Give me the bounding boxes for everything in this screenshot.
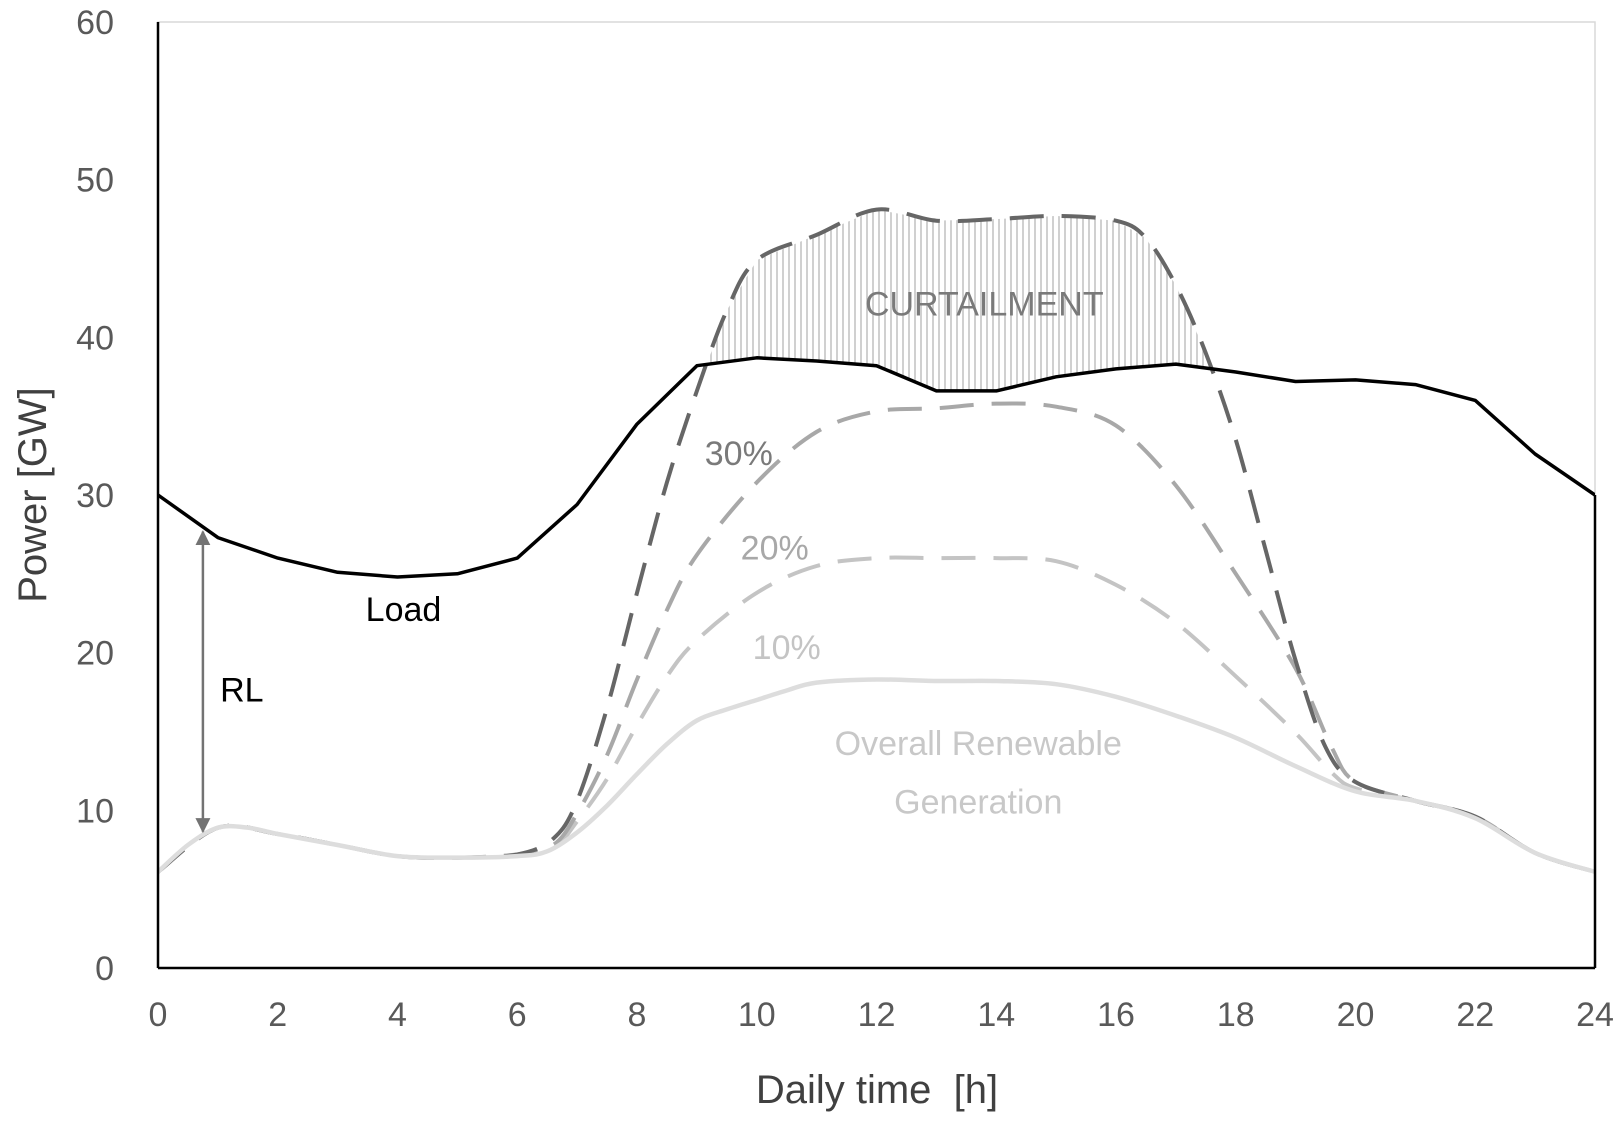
y-axis-title: Power [GW] [11, 387, 55, 603]
y-tick-label: 10 [76, 792, 114, 830]
series-ren-20-line [158, 401, 1595, 874]
load-label: Load [366, 591, 442, 629]
curtailment-area [708, 209, 1206, 391]
pct-30-label: 30% [705, 435, 773, 473]
x-tick-label: 10 [738, 996, 776, 1034]
x-axis-title: Daily time [h] [756, 1068, 998, 1112]
x-tick-label: 14 [977, 996, 1015, 1034]
series-renewable-line [158, 677, 1595, 874]
x-tick-label: 24 [1576, 996, 1614, 1034]
x-tick-label: 18 [1217, 996, 1255, 1034]
pct-10-label: 10% [753, 629, 821, 667]
series-load-line [158, 356, 1595, 579]
x-tick-label: 22 [1456, 996, 1494, 1034]
plot-frame [157, 21, 1596, 969]
x-tick-label: 4 [388, 996, 407, 1034]
curtailment-label: CURTAILMENT [865, 285, 1104, 323]
series-ren-10-line [158, 555, 1595, 874]
y-tick-label: 20 [76, 635, 114, 673]
y-tick-label: 40 [76, 319, 114, 357]
series-ren-30-line [158, 207, 1595, 874]
x-tick-label: 8 [628, 996, 647, 1034]
x-tick-label: 2 [268, 996, 287, 1034]
y-tick-label: 0 [95, 950, 114, 988]
x-tick-label: 6 [508, 996, 527, 1034]
x-tick-label: 12 [858, 996, 896, 1034]
rl-label: RL [220, 672, 263, 710]
y-tick-label: 60 [76, 4, 114, 42]
y-tick-label: 30 [76, 477, 114, 515]
pct-20-label: 20% [741, 530, 809, 568]
renewable-label-line2: Generation [894, 783, 1062, 821]
x-tick-label: 16 [1097, 996, 1135, 1034]
x-tick-label: 0 [149, 996, 168, 1034]
x-tick-label: 20 [1337, 996, 1375, 1034]
y-tick-label: 50 [76, 162, 114, 200]
renewable-label-line1: Overall Renewable [835, 725, 1122, 763]
